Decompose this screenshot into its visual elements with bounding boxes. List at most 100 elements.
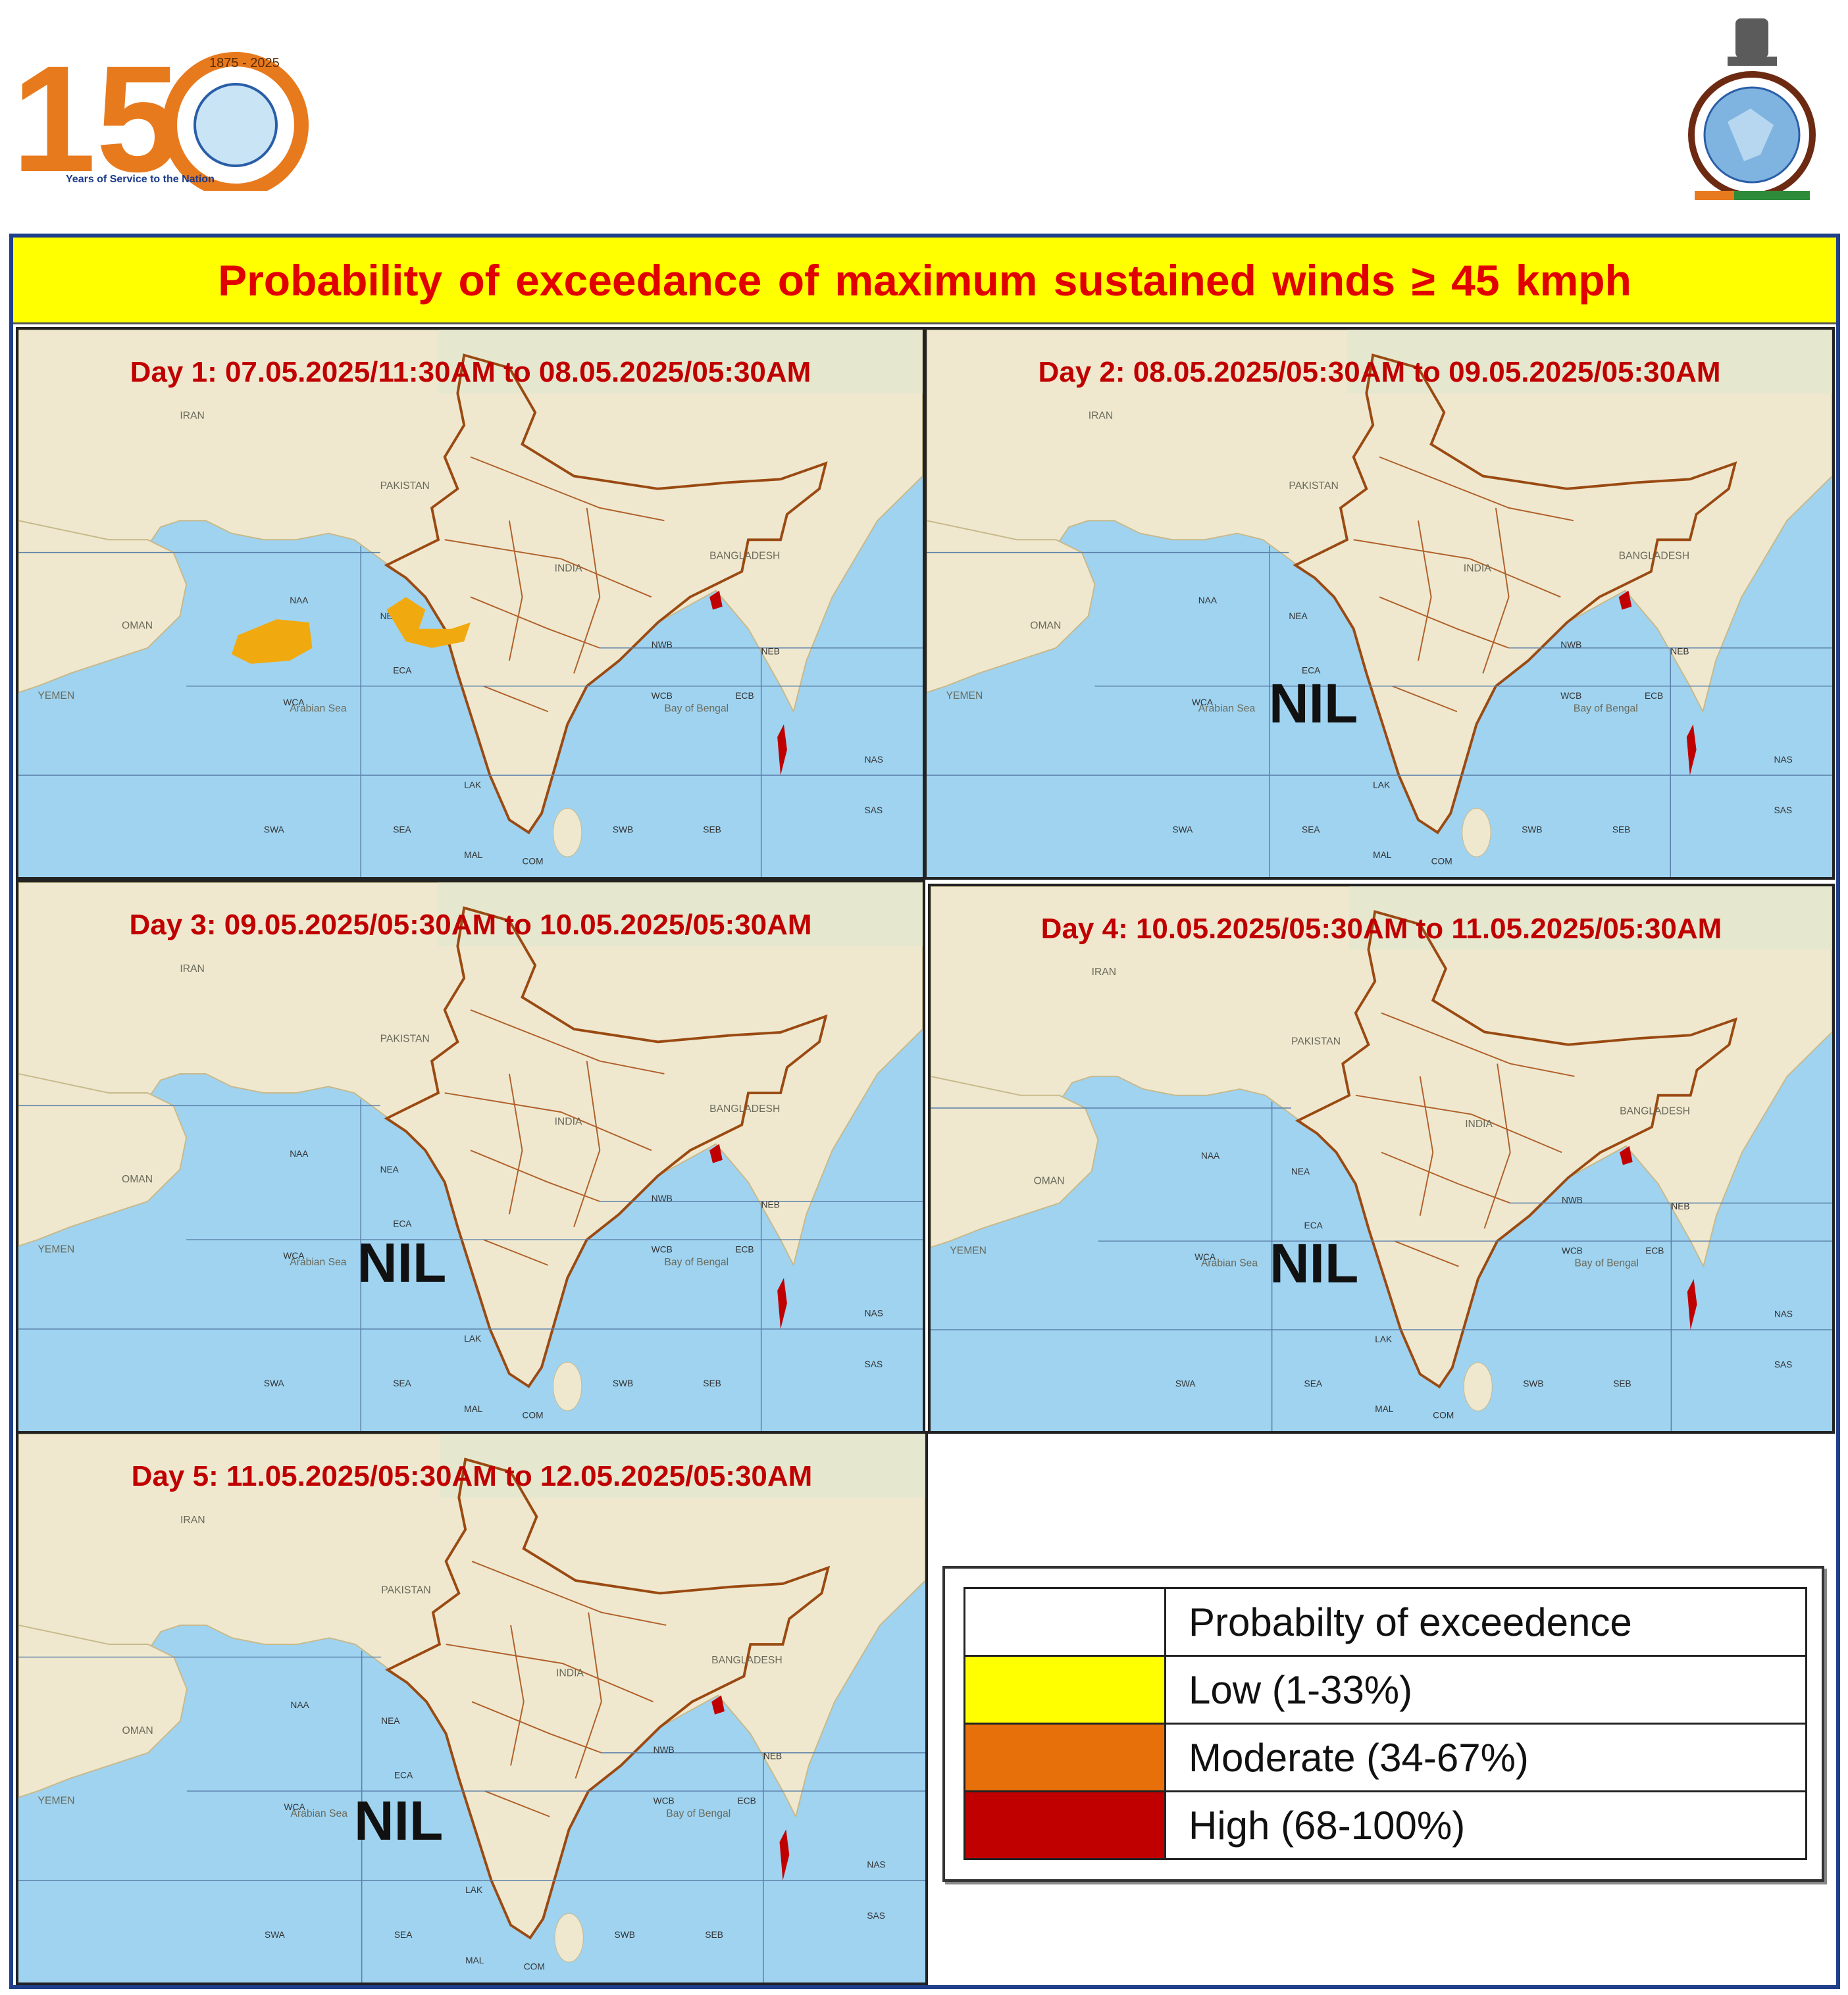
india-boundary bbox=[1295, 910, 1737, 1389]
arabian-peninsula bbox=[931, 1075, 1099, 1248]
sea-zone-label: MAL bbox=[464, 850, 483, 860]
sri-lanka bbox=[1462, 808, 1491, 857]
sea-zone-label: SEA bbox=[393, 824, 411, 834]
panel-label-day-1: Day 1: 07.05.2025/11:30AM to 08.05.2025/… bbox=[130, 356, 811, 388]
sea-zone-label: SWB bbox=[615, 1930, 635, 1940]
probability-zone-gujarat-coast bbox=[386, 597, 471, 648]
sea-zone-label: ECA bbox=[1304, 1221, 1323, 1230]
map-place-label: OMAN bbox=[1030, 620, 1061, 632]
sea-zone-label: SEA bbox=[1304, 1379, 1323, 1389]
map-day-3: IRAN PAKISTAN INDIA OMAN YEMEN BANGLADESH Arab… bbox=[18, 882, 923, 1431]
sea-zone-label: SWA bbox=[265, 1930, 286, 1940]
sea-zone-label: NAS bbox=[865, 755, 883, 765]
logo-seal-years: 1875 - 2025 bbox=[209, 56, 280, 70]
sea-zone-label: SAS bbox=[865, 1359, 883, 1369]
map-day-2: IRAN PAKISTAN INDIA OMAN YEMEN BANGLADESH Arab… bbox=[927, 330, 1832, 877]
sea-zone-label: WCB bbox=[1560, 691, 1581, 701]
title-bar: Probability of exceedance of maximum sus… bbox=[13, 238, 1836, 324]
panel-label-day-3: Day 3: 09.05.2025/05:30AM to 10.05.2025/… bbox=[129, 909, 812, 941]
legend-row-high: High (68-100%) bbox=[963, 1790, 1807, 1860]
sea-zone-label: NEB bbox=[763, 1752, 782, 1761]
map-place-label: IRAN bbox=[180, 1515, 205, 1526]
map-place-label: Bay of Bengal bbox=[1574, 703, 1638, 715]
map-place-label: Bay of Bengal bbox=[1575, 1258, 1639, 1269]
sea-zone-label: COM bbox=[1433, 1411, 1454, 1421]
sea-zone-label: SAS bbox=[1774, 805, 1793, 815]
state-boundary bbox=[1381, 1012, 1575, 1077]
sea-zone-label: NAS bbox=[1774, 1309, 1793, 1319]
panel-label-day-2: Day 2: 08.05.2025/05:30AM to 09.05.2025/… bbox=[1038, 356, 1721, 388]
arabian-peninsula bbox=[18, 1073, 188, 1247]
map-place-label: PAKISTAN bbox=[380, 480, 430, 492]
map-place-label: Arabian Sea bbox=[290, 1257, 347, 1268]
sea-zone-label: LAK bbox=[464, 1334, 481, 1344]
sea-zone-label: SWA bbox=[264, 824, 285, 834]
arabian-peninsula bbox=[18, 520, 188, 694]
map-place-label: INDIA bbox=[555, 563, 582, 574]
sea-zone-label: NAA bbox=[1198, 595, 1218, 605]
map-place-label: INDIA bbox=[1465, 1119, 1493, 1130]
sea-zone-label: SWB bbox=[613, 824, 633, 834]
sea-zone-label: WCB bbox=[652, 691, 673, 701]
map-day-1: IRAN PAKISTAN INDIA OMAN YEMEN BANGLADESH Arab… bbox=[18, 330, 923, 877]
sea-zone-label: ECB bbox=[735, 691, 754, 701]
state-boundary bbox=[508, 1073, 523, 1215]
state-boundary bbox=[471, 1701, 602, 1754]
panel-label-day-4: Day 4: 10.05.2025/05:30AM to 11.05.2025/… bbox=[1040, 913, 1722, 945]
state-boundary bbox=[510, 1625, 525, 1766]
sea-zone-label: NEA bbox=[1289, 611, 1308, 621]
page-title: Probability of exceedance of maximum sus… bbox=[218, 255, 1631, 305]
sri-lanka bbox=[554, 1913, 584, 1963]
map-panel-day-1: IRAN PAKISTAN INDIA OMAN YEMEN BANGLADESH Arab… bbox=[16, 327, 925, 880]
map-panel-day-4: IRAN PAKISTAN INDIA OMAN YEMEN BANGLADESH Arab… bbox=[928, 884, 1835, 1434]
state-boundary bbox=[573, 507, 601, 674]
sea-zone-label: NAA bbox=[290, 595, 309, 605]
map-place-label: OMAN bbox=[1034, 1176, 1065, 1187]
sea-zone-label: WCA bbox=[1192, 697, 1214, 707]
state-boundary bbox=[1482, 507, 1510, 674]
map-day-5: IRAN PAKISTAN INDIA OMAN YEMEN BANGLADESH Arab… bbox=[18, 1434, 925, 1982]
map-place-label: BANGLADESH bbox=[709, 550, 780, 561]
sri-lanka bbox=[553, 808, 582, 857]
panel-label-day-5: Day 5: 11.05.2025/05:30AM to 12.05.2025/… bbox=[131, 1460, 813, 1492]
legend-label-high: High (68-100%) bbox=[1164, 1790, 1807, 1860]
sea-zone-label: NWB bbox=[652, 640, 673, 650]
sea-zone-label: WCB bbox=[1562, 1246, 1583, 1256]
sea-zone-label: NWB bbox=[652, 1194, 673, 1203]
island-high-mark bbox=[777, 1278, 787, 1329]
map-day-4: IRAN PAKISTAN INDIA OMAN YEMEN BANGLADESH Arab… bbox=[931, 886, 1832, 1431]
sea-zone-label: MAL bbox=[1375, 1404, 1394, 1414]
sea-zone-label: ECA bbox=[1302, 666, 1321, 676]
sea-zone-label: NEB bbox=[1671, 1201, 1689, 1211]
sri-lanka bbox=[553, 1361, 582, 1411]
sea-zone-label: SWB bbox=[1522, 824, 1542, 834]
sea-zone-label: ECA bbox=[393, 666, 412, 676]
sea-zone-label: COM bbox=[524, 1962, 545, 1972]
sea-zone-label: WCA bbox=[284, 1802, 306, 1812]
island-high-mark bbox=[779, 1829, 790, 1881]
state-boundary bbox=[483, 1239, 549, 1266]
arabian-peninsula bbox=[18, 1624, 188, 1798]
sea-zone-label: MAL bbox=[1373, 850, 1392, 860]
logo-globe bbox=[193, 83, 278, 167]
map-place-label: Bay of Bengal bbox=[664, 1257, 729, 1268]
sea-zone-label: NEB bbox=[761, 646, 780, 656]
map-place-label: BANGLADESH bbox=[711, 1655, 783, 1666]
legend-swatch-high bbox=[963, 1790, 1166, 1860]
map-place-label: OMAN bbox=[122, 1725, 153, 1736]
map-place-label: Arabian Sea bbox=[1201, 1258, 1258, 1269]
map-place-label: OMAN bbox=[122, 1174, 153, 1185]
sea-zone-label: SAS bbox=[867, 1911, 885, 1921]
map-place-label: OMAN bbox=[122, 620, 153, 632]
india-boundary bbox=[385, 1457, 831, 1940]
sea-zone-label: SEB bbox=[705, 1930, 723, 1940]
imd-emblem-logo bbox=[1688, 18, 1816, 200]
map-place-label: IRAN bbox=[1089, 411, 1114, 422]
sea-zone-label: NAA bbox=[290, 1149, 309, 1159]
state-boundary bbox=[470, 596, 600, 649]
legend-label-moderate: Moderate (34-67%) bbox=[1164, 1723, 1807, 1792]
state-boundary bbox=[1394, 1240, 1459, 1267]
legend-header-blank bbox=[963, 1587, 1166, 1657]
sea-zone-label: SAS bbox=[865, 805, 883, 815]
map-place-label: Arabian Sea bbox=[290, 703, 347, 715]
